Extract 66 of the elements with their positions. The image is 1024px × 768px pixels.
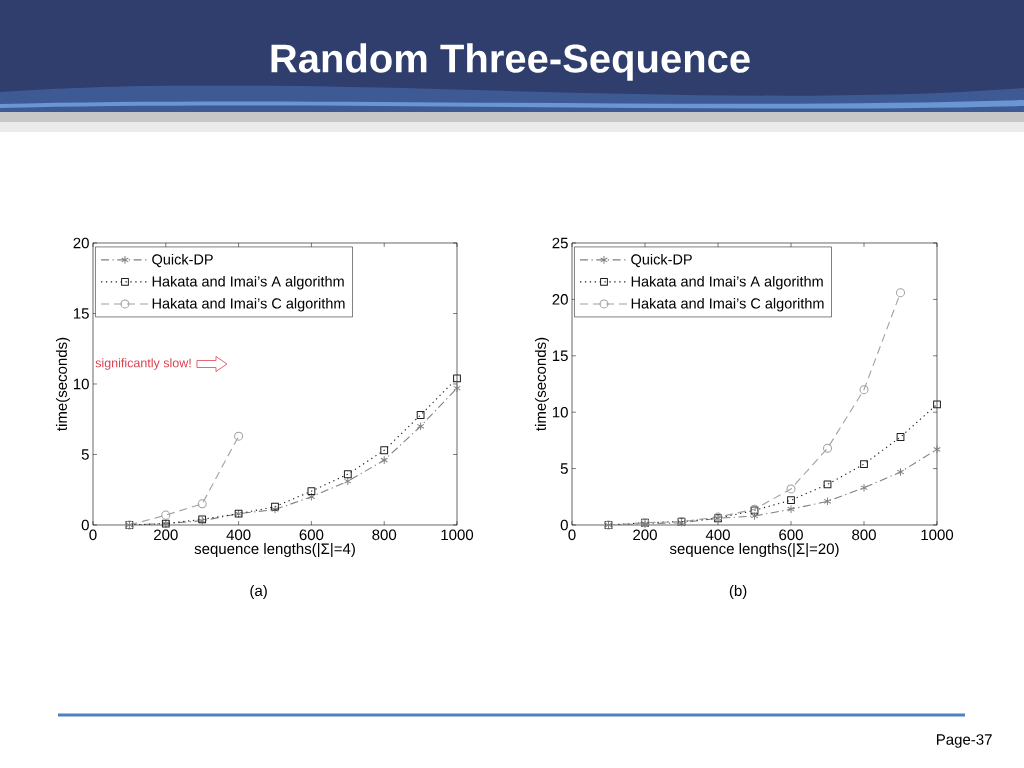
text: Page-37 — [936, 734, 992, 748]
legend-label: Hakata and Imai’s A algorithm — [631, 275, 823, 290]
point — [453, 383, 461, 393]
x-tick-label: 200 — [633, 529, 657, 541]
point — [380, 446, 389, 455]
point — [860, 483, 868, 493]
point — [823, 443, 833, 453]
point — [307, 492, 316, 502]
legend-label: Hakata and Imai’s A algorithm — [152, 275, 344, 290]
y-tick-label: 5 — [81, 449, 89, 460]
y-tick-label: 10 — [552, 406, 568, 418]
text: (b) — [729, 585, 747, 599]
point — [933, 400, 941, 409]
y-tick-label: 0 — [81, 519, 89, 531]
x-tick-label: 0 — [89, 529, 97, 541]
x-tick-label: 0 — [568, 529, 576, 541]
point — [787, 504, 795, 514]
point — [197, 499, 207, 509]
point — [823, 497, 832, 506]
point — [416, 411, 425, 419]
point — [380, 455, 388, 465]
annotation: significantly slow! — [95, 358, 191, 370]
x-tick-label: 800 — [852, 529, 876, 541]
y-tick-label: 5 — [560, 463, 568, 474]
chart-title: Random Three-Sequence — [271, 43, 750, 81]
text: (a) — [250, 585, 267, 599]
point — [896, 433, 905, 441]
point — [823, 480, 832, 489]
point — [786, 484, 796, 494]
x-axis-title: sequence lengths(|Σ|=20) — [669, 543, 839, 558]
x-tick-label: 200 — [154, 529, 178, 541]
point — [234, 431, 244, 441]
x-tick-label: 600 — [779, 529, 803, 541]
y-tick-label: 25 — [552, 237, 568, 249]
legend-label: Hakata and Imai’s C algorithm — [631, 297, 824, 312]
x-tick-label: 1000 — [921, 529, 954, 541]
point — [344, 476, 352, 486]
point — [896, 288, 906, 298]
x-tick-label: 400 — [226, 529, 251, 541]
x-tick-label: 1000 — [441, 529, 474, 541]
y-axis-title: time(seconds) — [55, 337, 70, 431]
point — [161, 510, 171, 520]
point — [416, 422, 425, 431]
y-axis-title: time(seconds) — [534, 337, 549, 431]
y-tick-label: 15 — [73, 308, 89, 319]
point — [860, 460, 868, 468]
point — [787, 496, 795, 505]
point — [896, 467, 905, 477]
point — [859, 385, 869, 395]
y-tick-label: 20 — [552, 294, 568, 305]
legend-label: Quick-DP — [631, 253, 692, 268]
point — [933, 445, 941, 454]
x-tick-label: 800 — [372, 529, 397, 541]
y-tick-label: 15 — [552, 350, 568, 362]
point — [453, 374, 461, 383]
legend-label: Hakata and Imai’s C algorithm — [152, 297, 345, 312]
point — [307, 487, 316, 496]
x-tick-label: 600 — [299, 529, 324, 541]
y-tick-label: 10 — [73, 378, 89, 390]
x-axis-title: sequence lengths(|Σ|=4) — [194, 543, 355, 558]
legend-label: Quick-DP — [152, 253, 213, 268]
y-tick-label: 0 — [560, 519, 568, 531]
point — [343, 470, 352, 479]
point — [750, 511, 759, 521]
y-tick-label: 20 — [73, 237, 89, 249]
x-tick-label: 400 — [705, 529, 730, 541]
